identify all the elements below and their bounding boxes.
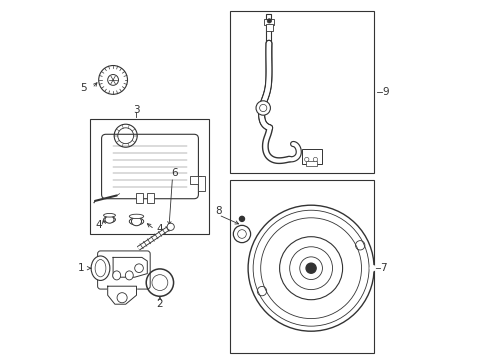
- Polygon shape: [113, 257, 147, 277]
- Text: 8: 8: [215, 206, 222, 216]
- Bar: [302, 149, 321, 164]
- Ellipse shape: [95, 260, 106, 277]
- Text: 4: 4: [156, 224, 163, 234]
- Circle shape: [256, 101, 270, 115]
- Ellipse shape: [105, 216, 114, 223]
- Circle shape: [313, 157, 317, 162]
- Text: 1: 1: [77, 263, 84, 273]
- Text: 7: 7: [379, 263, 386, 273]
- Text: 9: 9: [382, 87, 388, 97]
- Bar: [230, 11, 373, 173]
- Bar: [89, 119, 208, 234]
- Text: 6: 6: [171, 168, 177, 178]
- Ellipse shape: [129, 214, 143, 219]
- Bar: [197, 176, 204, 191]
- Bar: [264, 19, 274, 25]
- Text: 5: 5: [80, 83, 86, 93]
- Ellipse shape: [131, 217, 141, 226]
- Circle shape: [266, 19, 271, 23]
- Text: 4: 4: [95, 220, 102, 230]
- Bar: [305, 161, 317, 166]
- Polygon shape: [266, 14, 271, 43]
- FancyBboxPatch shape: [102, 134, 198, 199]
- Bar: [136, 193, 142, 203]
- Circle shape: [259, 104, 266, 112]
- Ellipse shape: [103, 217, 115, 222]
- Text: 3: 3: [133, 105, 140, 115]
- Text: 2: 2: [156, 299, 163, 309]
- Circle shape: [369, 265, 375, 271]
- Bar: [147, 193, 153, 203]
- Circle shape: [304, 157, 308, 162]
- Circle shape: [239, 216, 244, 221]
- Circle shape: [167, 223, 174, 230]
- Ellipse shape: [91, 256, 110, 280]
- Ellipse shape: [129, 218, 143, 225]
- Bar: [265, 24, 272, 31]
- FancyBboxPatch shape: [98, 251, 150, 289]
- Ellipse shape: [103, 213, 115, 217]
- Circle shape: [305, 263, 316, 273]
- Ellipse shape: [113, 271, 121, 280]
- Polygon shape: [107, 286, 136, 304]
- Ellipse shape: [125, 271, 133, 280]
- Bar: [190, 176, 201, 184]
- Bar: [230, 180, 373, 353]
